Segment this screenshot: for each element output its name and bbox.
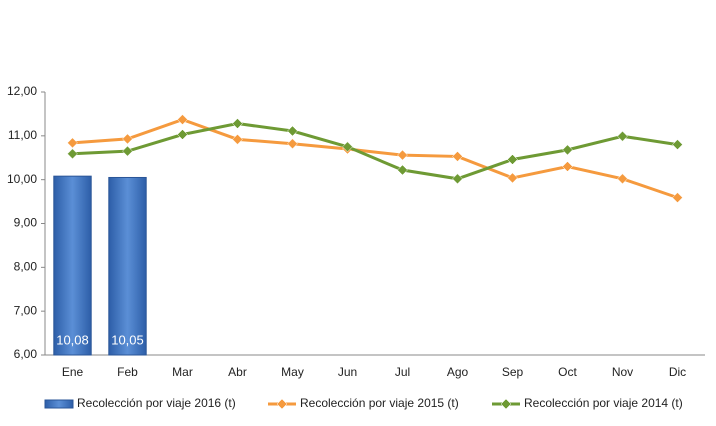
y-tick-label: 12,00 <box>7 84 37 98</box>
bar <box>53 175 92 356</box>
point <box>507 154 518 165</box>
x-tick-label: Ene <box>62 365 84 379</box>
point <box>177 129 188 140</box>
line <box>72 122 678 181</box>
point <box>397 164 408 176</box>
y-tick-label: 6,00 <box>14 347 38 361</box>
point <box>342 141 353 153</box>
y-tick-label: 8,00 <box>14 260 38 274</box>
data-label: 10,08 <box>56 332 89 347</box>
point <box>562 161 573 172</box>
x-tick-label: Mar <box>172 365 193 379</box>
x-tick-label: Dic <box>669 365 686 379</box>
point <box>452 173 463 185</box>
y-tick-label: 9,00 <box>14 216 38 230</box>
point <box>232 133 243 145</box>
x-tick-label: Nov <box>612 365 633 379</box>
y-tick-label: 7,00 <box>14 303 38 317</box>
point <box>617 130 628 142</box>
point <box>617 173 628 185</box>
y-tick-label: 10,00 <box>7 172 37 186</box>
legend-label: Recolección por viaje 2015 (t) <box>300 396 459 410</box>
point <box>287 125 298 137</box>
x-tick-label: Abr <box>228 365 247 379</box>
legend-label: Recolección por viaje 2014 (t) <box>524 396 683 410</box>
data-label: 10,05 <box>111 332 144 347</box>
point <box>232 118 243 129</box>
x-tick-label: Oct <box>558 365 577 379</box>
line <box>72 118 678 200</box>
point <box>122 133 133 145</box>
point <box>287 138 298 150</box>
y-tick-label: 11,00 <box>8 128 37 142</box>
legend-label: Recolección por viaje 2016 (t) <box>77 396 236 410</box>
x-tick-label: May <box>281 365 304 379</box>
x-tick-label: Jul <box>395 365 410 379</box>
x-tick-label: Feb <box>117 365 138 379</box>
point <box>672 139 683 150</box>
legend-marker <box>500 398 512 410</box>
point <box>397 149 408 161</box>
point <box>177 114 188 125</box>
bar <box>108 176 147 356</box>
legend-marker <box>276 398 288 410</box>
x-tick-label: Ago <box>447 365 469 379</box>
point <box>507 172 518 184</box>
point <box>122 145 133 157</box>
point <box>562 144 573 156</box>
point <box>67 148 78 160</box>
legend-swatch <box>44 399 74 409</box>
x-tick-label: Sep <box>502 365 524 379</box>
point <box>452 151 463 162</box>
x-tick-label: Jun <box>338 365 357 379</box>
point <box>67 137 78 149</box>
point <box>672 192 683 203</box>
